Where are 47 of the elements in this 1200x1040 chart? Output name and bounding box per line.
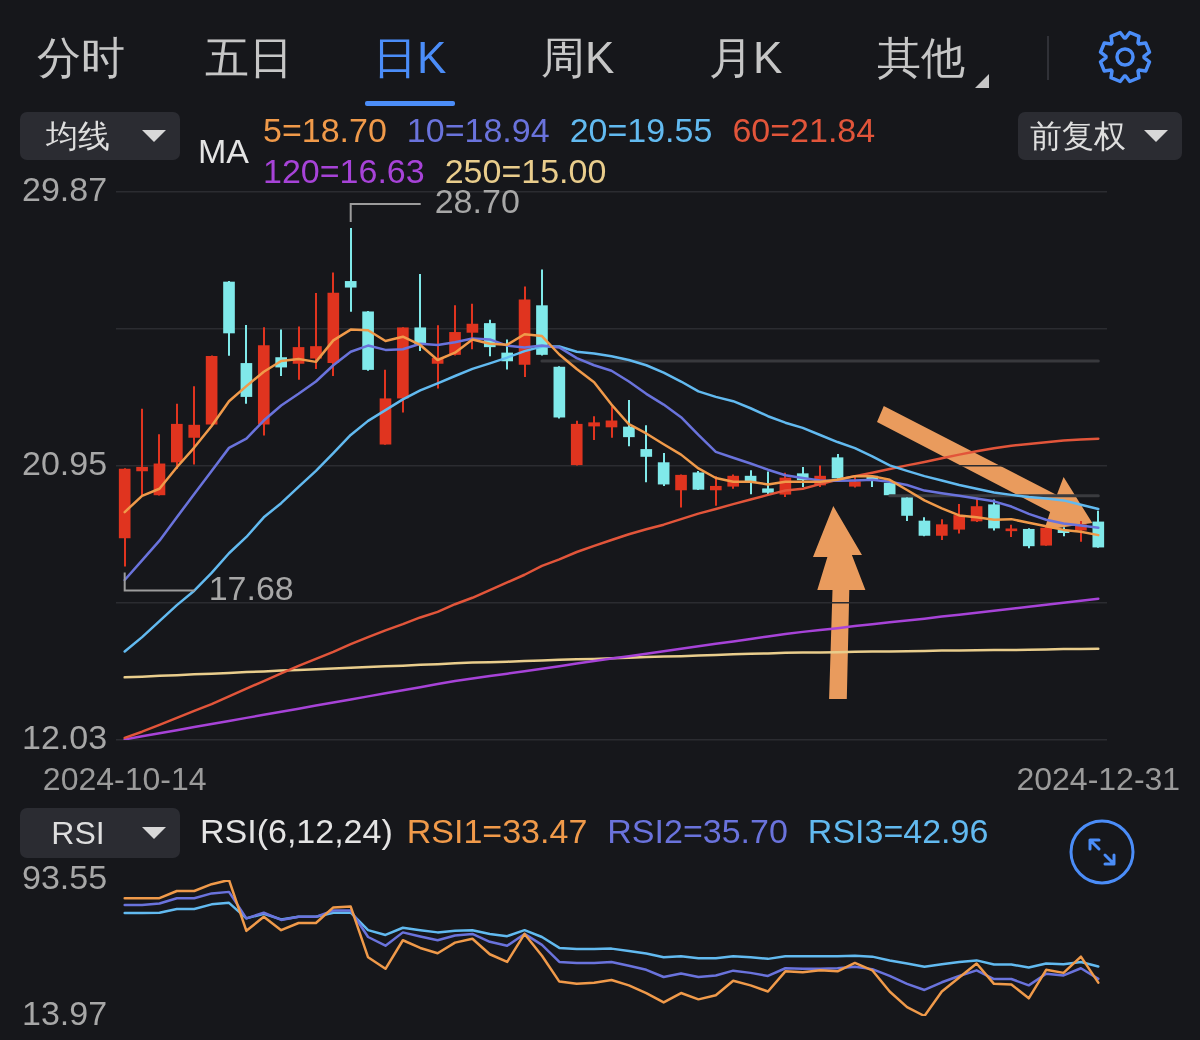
candlestick bbox=[709, 475, 722, 507]
text: 分时 bbox=[37, 33, 125, 82]
text: 10=18.94 bbox=[406, 110, 550, 151]
candlestick bbox=[953, 503, 966, 535]
legend-title: RSI(6,12,24) bbox=[200, 811, 393, 852]
text: 日K bbox=[373, 33, 447, 82]
candlestick bbox=[414, 273, 427, 353]
text: 其他 bbox=[877, 33, 965, 82]
y-tick-label: 13.97 bbox=[22, 994, 108, 1033]
candlestick bbox=[901, 495, 913, 522]
annotation: 17.68 bbox=[208, 568, 294, 607]
candlestick bbox=[762, 470, 774, 496]
candlestick bbox=[1040, 526, 1052, 547]
candlestick bbox=[136, 407, 148, 497]
y-tick-label: 12.03 bbox=[22, 718, 108, 757]
candlestick bbox=[640, 424, 653, 484]
y-tick-label: 93.55 bbox=[22, 858, 108, 897]
candlestick bbox=[831, 453, 844, 480]
text: 60=21.84 bbox=[732, 110, 876, 151]
y-tick-label: 20.95 bbox=[22, 444, 108, 483]
candlestick bbox=[310, 292, 322, 370]
candlestick bbox=[657, 452, 670, 487]
text: RSI1=33.47 bbox=[406, 811, 588, 852]
text: 120=16.63 bbox=[263, 151, 425, 192]
text: 月K bbox=[709, 33, 783, 82]
text: RSI2=35.70 bbox=[607, 811, 788, 852]
dropdown: 均线 bbox=[20, 112, 180, 160]
dropdown: 前复权 bbox=[1018, 112, 1182, 160]
text: 20=19.55 bbox=[569, 110, 713, 151]
candlestick bbox=[692, 469, 705, 491]
x-tick-label: 2024-12-31 bbox=[1016, 761, 1181, 798]
candlestick bbox=[1022, 527, 1035, 550]
candlestick bbox=[936, 518, 948, 542]
text: RSI3=42.96 bbox=[807, 811, 989, 852]
candlestick bbox=[344, 226, 357, 313]
candlestick bbox=[466, 302, 479, 351]
y-tick-label: 29.87 bbox=[22, 170, 108, 209]
candlestick bbox=[623, 398, 635, 448]
x-tick-label: 2024-10-14 bbox=[42, 761, 207, 798]
candlestick bbox=[588, 415, 600, 441]
text: 5=18.70 bbox=[263, 110, 387, 151]
candlestick bbox=[188, 385, 201, 466]
text: 五日 bbox=[205, 33, 293, 82]
text: 周K bbox=[541, 33, 615, 82]
legend-title: MA bbox=[198, 130, 249, 172]
dropdown: RSI bbox=[20, 808, 180, 858]
candlestick bbox=[675, 473, 687, 509]
